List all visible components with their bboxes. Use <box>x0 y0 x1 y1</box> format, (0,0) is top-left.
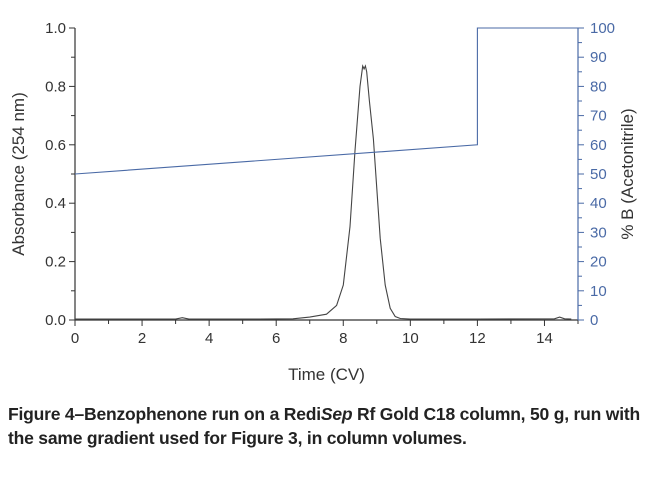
y2-tick-label: 20 <box>590 254 607 271</box>
figure-caption: Figure 4–Benzophenone run on a RediSep R… <box>8 402 648 450</box>
x-tick-label: 2 <box>138 330 146 347</box>
y2-tick-label: 30 <box>590 224 607 241</box>
x-tick-label: 0 <box>71 330 79 347</box>
y2-tick-label: 60 <box>590 137 607 154</box>
y2-tick-label: 100 <box>590 20 615 37</box>
y-axis-title: Absorbance (254 nm) <box>9 92 28 255</box>
absorbance-trace <box>75 64 572 320</box>
x-tick-label: 14 <box>536 330 553 347</box>
caption-text: Figure 4–Benzophenone run on a Redi <box>8 404 321 424</box>
y2-tick-label: 50 <box>590 166 607 183</box>
y2-tick-label: 40 <box>590 195 607 212</box>
x-tick-label: 10 <box>402 330 419 347</box>
y2-tick-label: 70 <box>590 108 607 125</box>
gradient-line <box>74 27 578 175</box>
x-axis-title: Time (CV) <box>288 365 365 384</box>
chart: 0 2 4 6 8 10 12 14 0.0 0.2 0.4 0.6 0.8 1.0 0 10 20 30 40 50… <box>9 20 637 384</box>
y-tick-label: 0.4 <box>45 195 66 212</box>
x-tick-label: 4 <box>205 330 213 347</box>
y2-tick-label: 10 <box>590 283 607 300</box>
y2-tick-label: 90 <box>590 49 607 66</box>
y-tick-label: 0.8 <box>45 78 66 95</box>
caption-italic: Sep <box>320 404 353 424</box>
x-tick-label: 12 <box>469 330 486 347</box>
y2-axis-title: % B (Acetonitrile) <box>618 108 637 239</box>
x-tick-label: 8 <box>339 330 347 347</box>
y-tick-label: 0.0 <box>45 312 66 329</box>
x-tick-label: 6 <box>272 330 280 347</box>
y2-tick-label: 0 <box>590 312 598 329</box>
y-tick-label: 0.2 <box>45 254 66 271</box>
y2-tick-label: 80 <box>590 78 607 95</box>
y-tick-label: 1.0 <box>45 20 66 37</box>
y-tick-label: 0.6 <box>45 137 66 154</box>
caption-text-end: Rf Gold C18 column, 50 g, run with the s… <box>8 404 640 448</box>
